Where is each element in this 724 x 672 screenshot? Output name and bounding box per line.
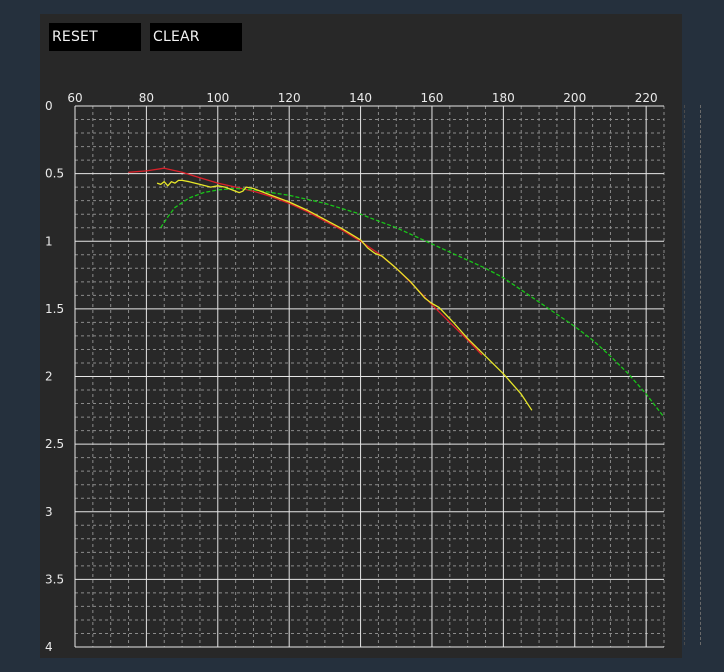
y-tick-label: 3.5 <box>45 572 64 586</box>
series-line-3 <box>156 179 533 411</box>
y-tick-label: 0 <box>45 99 53 113</box>
series-line-1 <box>128 167 483 356</box>
x-tick-label: 100 <box>206 91 229 105</box>
y-tick-labels: 0 0.5 1 1.5 2 2.5 3 3.5 4 <box>45 99 64 654</box>
x-tick-label: 140 <box>349 91 372 105</box>
y-tick-label: 1.5 <box>45 302 64 316</box>
y-tick-label: 4 <box>45 640 53 654</box>
series-layer <box>128 167 665 418</box>
side-guide-line <box>684 105 685 645</box>
major-grid <box>74 105 664 648</box>
x-tick-label: 180 <box>492 91 515 105</box>
x-tick-labels: 60 80 100 120 140 160 180 200 220 <box>67 91 657 105</box>
x-tick-label: 120 <box>278 91 301 105</box>
clear-button[interactable]: CLEAR <box>150 23 242 51</box>
y-tick-label: 2 <box>45 370 53 384</box>
y-tick-label: 0.5 <box>45 167 64 181</box>
x-tick-label: 220 <box>635 91 658 105</box>
y-tick-label: 3 <box>45 505 53 519</box>
reset-button[interactable]: RESET <box>49 23 141 51</box>
x-tick-label: 160 <box>421 91 444 105</box>
x-tick-label: 80 <box>139 91 154 105</box>
y-tick-label: 2.5 <box>45 437 64 451</box>
series-line-2 <box>160 187 665 418</box>
x-tick-label: 200 <box>563 91 586 105</box>
side-scroll-track[interactable] <box>700 105 701 645</box>
x-tick-label: 60 <box>67 91 82 105</box>
y-tick-label: 1 <box>45 234 53 248</box>
